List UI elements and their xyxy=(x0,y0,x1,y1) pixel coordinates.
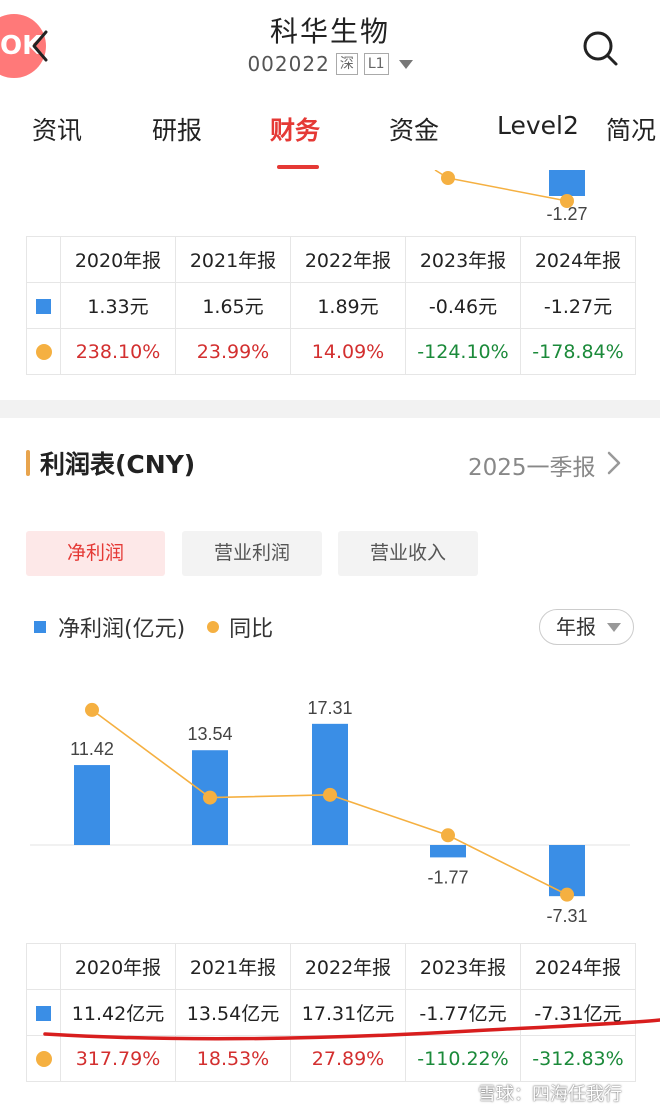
table-row: 317.79% 18.53% 27.89% -110.22% -312.83% xyxy=(26,1035,636,1082)
table-cell: 17.31亿元 xyxy=(290,989,406,1036)
table-header-cell: 2022年报 xyxy=(290,236,406,283)
table-header-cell: 2024年报 xyxy=(520,236,636,283)
table-cell: -0.46元 xyxy=(405,282,521,329)
bar-label-0: 11.42 xyxy=(70,739,114,759)
segment-revenue[interactable]: 营业收入 xyxy=(338,531,478,576)
bar-label-3: -1.77 xyxy=(427,867,468,887)
table-header-cell: 2022年报 xyxy=(290,943,406,990)
legend-line-marker-icon xyxy=(207,621,220,633)
eps-bar-label-2024: -1.27 xyxy=(546,204,587,224)
yoy-point-0 xyxy=(85,702,99,717)
table-cell: -124.10% xyxy=(405,328,521,375)
table-cell: -7.31亿元 xyxy=(520,989,636,1036)
bar-label-2: 17.31 xyxy=(307,698,352,718)
table-cell: 1.65元 xyxy=(175,282,291,329)
search-icon[interactable] xyxy=(580,28,620,68)
section-title: 利润表(CNY) xyxy=(40,450,196,479)
table-header-cell: 2023年报 xyxy=(405,943,521,990)
tab-capital[interactable]: 资金 xyxy=(389,116,440,145)
table-cell: 317.79% xyxy=(60,1035,176,1082)
eps-trend-line xyxy=(447,177,568,202)
line-series-marker-icon xyxy=(35,344,52,360)
tab-bar: 资讯 研报 财务 资金 Level2 简况 xyxy=(0,95,660,170)
table-header-row: 2020年报 2021年报 2022年报 2023年报 2024年报 xyxy=(26,236,636,283)
yoy-point-4 xyxy=(560,887,574,902)
table-row: 1.33元 1.65元 1.89元 -0.46元 -1.27元 xyxy=(26,282,636,329)
table-cell: 23.99% xyxy=(175,328,291,375)
table-header-cell: 2020年报 xyxy=(60,236,176,283)
tab-profile[interactable]: 简况 xyxy=(606,116,657,145)
bar-label-1: 13.54 xyxy=(187,724,232,744)
table-cell: -110.22% xyxy=(405,1035,521,1082)
chevron-right-icon[interactable] xyxy=(604,450,624,476)
tab-finance[interactable]: 财务 xyxy=(270,116,321,145)
table-cell: 11.42亿元 xyxy=(60,989,176,1036)
yoy-point-2 xyxy=(323,787,337,802)
period-select[interactable]: 年报 xyxy=(539,609,634,645)
legend-line-label: 同比 xyxy=(229,617,274,642)
section-divider xyxy=(0,400,660,418)
table-cell: 1.33元 xyxy=(60,282,176,329)
eps-point-2024 xyxy=(560,194,574,208)
watermark: 雪球：四海任我行 xyxy=(478,1084,622,1105)
bar-series-marker-icon xyxy=(36,1005,51,1021)
stock-code: 002022 xyxy=(247,52,330,76)
level-tag: L1 xyxy=(363,53,389,75)
segment-operating-profit[interactable]: 营业利润 xyxy=(182,531,322,576)
stock-code-line[interactable]: 002022 深 L1 xyxy=(0,52,660,76)
bar-3 xyxy=(430,845,466,858)
eps-point-2023 xyxy=(441,171,455,185)
back-arrow-icon[interactable] xyxy=(26,26,54,66)
table-row: 238.10% 23.99% 14.09% -124.10% -178.84% xyxy=(26,328,636,375)
table-header-cell: 2020年报 xyxy=(60,943,176,990)
table-header-cell: 2024年报 xyxy=(520,943,636,990)
period-select-value: 年报 xyxy=(556,615,596,639)
dropdown-arrow-icon xyxy=(607,623,621,632)
tab-news[interactable]: 资讯 xyxy=(32,116,83,145)
yoy-point-1 xyxy=(203,790,217,805)
page-title: 科华生物 xyxy=(269,15,390,48)
table-cell: -1.77亿元 xyxy=(405,989,521,1036)
report-period-link[interactable]: 2025一季报 xyxy=(468,455,596,481)
legend-bar-label: 净利润(亿元) xyxy=(58,617,186,642)
table-header-cell: 2021年报 xyxy=(175,236,291,283)
table-cell: 13.54亿元 xyxy=(175,989,291,1036)
chart-legend: 净利润(亿元) 同比 xyxy=(34,612,273,642)
table-header-row: 2020年报 2021年报 2022年报 2023年报 2024年报 xyxy=(26,943,636,990)
bar-series-marker-icon xyxy=(36,298,51,314)
line-series-marker-icon xyxy=(35,1051,52,1067)
active-tab-indicator xyxy=(277,165,319,169)
table-cell: 1.89元 xyxy=(290,282,406,329)
bar-4 xyxy=(549,845,585,897)
bar-2 xyxy=(312,723,348,845)
eps-table: 2020年报 2021年报 2022年报 2023年报 2024年报 1.33元… xyxy=(26,236,636,375)
legend-bar-marker-icon xyxy=(34,621,46,633)
table-header-cell: 2021年报 xyxy=(175,943,291,990)
tab-level2[interactable]: Level2 xyxy=(497,111,579,140)
yoy-point-3 xyxy=(441,828,455,843)
bar-0 xyxy=(74,765,110,845)
table-header-cell: 2023年报 xyxy=(405,236,521,283)
net-profit-chart: 11.42 13.54 17.31 -1.77 -7.31 xyxy=(30,698,630,926)
table-cell: 27.89% xyxy=(290,1035,406,1082)
chevron-down-icon[interactable] xyxy=(398,59,413,69)
section-accent-bar xyxy=(26,450,30,476)
tab-research[interactable]: 研报 xyxy=(152,116,203,145)
segment-net-profit[interactable]: 净利润 xyxy=(26,531,165,576)
table-cell: -1.27元 xyxy=(520,282,636,329)
eps-chart-fragment: -1.27 xyxy=(434,170,588,224)
app-header: OK 科华生物 002022 深 L1 xyxy=(0,0,660,95)
table-cell: 238.10% xyxy=(60,328,176,375)
table-cell: -312.83% xyxy=(520,1035,636,1082)
net-profit-table: 2020年报 2021年报 2022年报 2023年报 2024年报 11.42… xyxy=(26,943,636,1082)
table-cell: 18.53% xyxy=(175,1035,291,1082)
table-cell: 14.09% xyxy=(290,328,406,375)
table-row: 11.42亿元 13.54亿元 17.31亿元 -1.77亿元 -7.31亿元 xyxy=(26,989,636,1036)
table-cell: -178.84% xyxy=(520,328,636,375)
eps-bar-2024 xyxy=(549,170,585,196)
bar-label-4: -7.31 xyxy=(546,906,587,926)
market-tag: 深 xyxy=(335,53,358,75)
